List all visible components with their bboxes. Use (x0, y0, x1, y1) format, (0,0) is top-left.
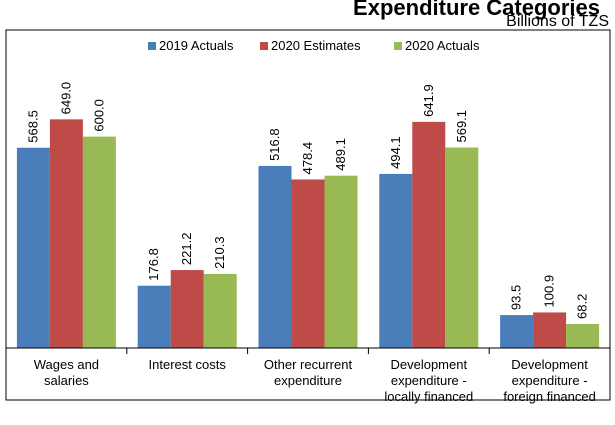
bar (137, 285, 171, 348)
bar (566, 323, 600, 348)
data-label: 210.3 (212, 236, 227, 269)
bar (412, 121, 446, 348)
bar (324, 175, 358, 348)
legend-swatch (260, 42, 268, 50)
data-label: 568.5 (25, 110, 40, 143)
data-label: 600.0 (91, 99, 106, 132)
chart-title: Expenditure Categories (353, 0, 600, 20)
x-axis: Wages and salaries Interest costs Other rec… (5, 347, 611, 404)
data-label: 100.9 (542, 275, 557, 308)
data-label: 176.8 (146, 248, 161, 281)
category-label: Development expenditure -foreign financed (503, 357, 596, 404)
bar (49, 119, 83, 348)
bar (170, 270, 204, 348)
data-label: 649.0 (58, 82, 73, 115)
bar (16, 147, 50, 348)
bar (291, 179, 325, 348)
legend-label: 2020 Actuals (405, 38, 480, 53)
data-label: 641.9 (421, 84, 436, 117)
legend: 2019 Actuals 2020 Estimates 2020 Actuals (148, 38, 480, 53)
bar (203, 273, 237, 348)
data-label: 221.2 (179, 233, 194, 266)
legend-label: 2019 Actuals (159, 38, 234, 53)
data-label: 489.1 (333, 138, 348, 171)
bar (533, 312, 567, 348)
data-label: 516.8 (267, 128, 282, 161)
bars-group: 568.5 649.0 600.0 176.8 221.2 210.3 516.8 478.4… (16, 82, 600, 348)
data-label: 494.1 (388, 136, 403, 169)
data-label: 93.5 (509, 285, 524, 310)
legend-label: 2020 Estimates (271, 38, 361, 53)
legend-swatch (148, 42, 156, 50)
bar (500, 315, 534, 348)
bar (258, 165, 292, 348)
data-label: 478.4 (300, 142, 315, 175)
unit-label: Billions of TZS (506, 13, 609, 30)
bar (82, 136, 116, 348)
legend-swatch (394, 42, 402, 50)
category-label: Development expenditure -locally financed (384, 357, 473, 404)
category-label: Other recurrent expenditure (264, 357, 353, 388)
category-label: Interest costs (149, 357, 227, 372)
plot-frame (5, 29, 611, 401)
category-label: Wages and salaries (34, 357, 99, 388)
bar (379, 173, 413, 348)
data-label: 569.1 (454, 110, 469, 143)
bar (445, 147, 479, 348)
data-label: 68.2 (575, 294, 590, 319)
